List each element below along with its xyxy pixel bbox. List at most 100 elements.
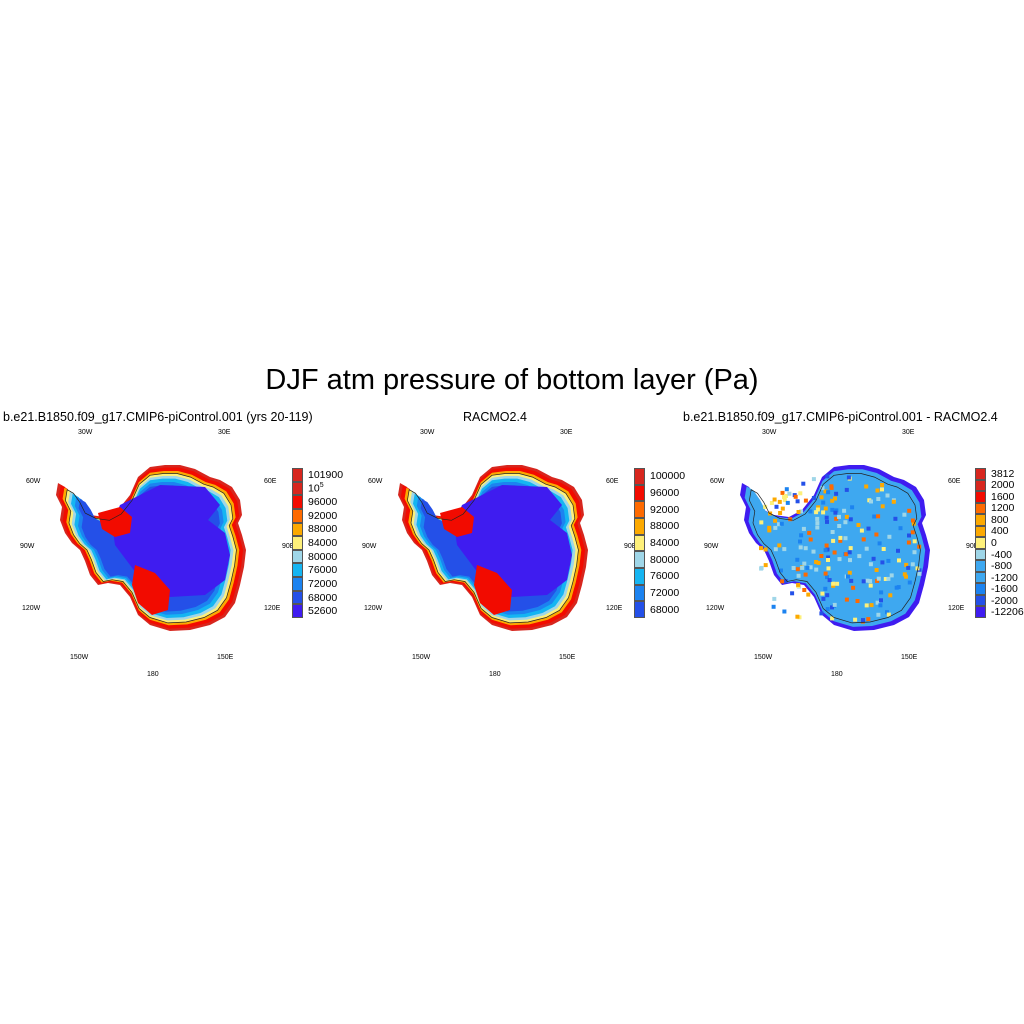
diff-speckle — [910, 530, 915, 535]
colorbar-tick-label: 84000 — [650, 537, 680, 549]
diff-speckle — [795, 614, 800, 619]
diff-speckle — [917, 571, 922, 576]
longitude-label: 60W — [26, 478, 41, 485]
diff-speckle — [771, 604, 776, 609]
diff-speckle — [907, 533, 911, 538]
diff-speckle — [782, 547, 787, 552]
colorbar-tick-label: 92000 — [308, 509, 338, 522]
colorbar-swatch — [975, 571, 986, 584]
diff-speckle — [819, 611, 824, 616]
colorbar-swatch — [975, 583, 986, 595]
diff-speckle — [780, 506, 785, 511]
colorbar-swatch — [634, 501, 645, 518]
diff-speckle — [825, 474, 830, 479]
longitude-label: 90E — [624, 543, 637, 550]
diff-speckle — [769, 501, 774, 505]
diff-speckle — [875, 600, 880, 605]
longitude-label: 30E — [902, 429, 915, 436]
diff-speckle — [834, 508, 839, 513]
longitude-label: 90E — [282, 543, 295, 550]
diff-speckle — [808, 565, 813, 570]
diff-speckle — [906, 565, 911, 570]
diff-speckle — [855, 599, 860, 603]
diff-speckle — [832, 602, 837, 607]
colorbar-tick-label: 80000 — [308, 550, 338, 563]
diff-speckle — [851, 585, 856, 590]
colorbar-tick-label: -2000 — [991, 594, 1018, 607]
map-panel-model: 30W 30E 60W 60E 90W 90E 120W 120E 150W 150E 180 — [20, 425, 300, 685]
diff-speckle — [782, 609, 787, 614]
diff-speckle — [861, 579, 866, 584]
diff-speckle — [823, 489, 828, 494]
diff-speckle — [866, 617, 871, 622]
diff-speckle — [869, 499, 873, 504]
diff-speckle — [907, 508, 912, 513]
diff-speckle — [826, 490, 831, 495]
diff-speckle — [878, 603, 883, 608]
diff-speckle — [846, 574, 850, 579]
diff-speckle — [834, 491, 839, 496]
diff-speckle — [879, 590, 884, 595]
colorbar-tick-label: 101900 — [308, 468, 344, 481]
diff-speckle — [880, 504, 885, 509]
diff-speckle — [897, 558, 901, 563]
colorbar-tick-label: -1200 — [991, 571, 1018, 584]
diff-speckle — [896, 585, 901, 590]
colorbar-tick-label: 96000 — [308, 496, 338, 509]
panel-title-model: b.e21.B1850.f09_g17.CMIP6-piControl.001 … — [3, 410, 313, 424]
colorbar-swatch — [975, 491, 986, 503]
diff-speckle — [866, 526, 871, 531]
map-panel-difference: 30W 30E 60W 60E 90W 90E 120W 120E 150W 150E 180 — [704, 425, 984, 685]
diff-speckle — [847, 550, 852, 555]
colorbar-swatch — [634, 601, 645, 618]
diff-speckle — [879, 598, 883, 603]
diff-speckle — [806, 592, 811, 597]
diff-speckle — [833, 510, 838, 515]
diff-speckle — [793, 494, 798, 499]
diff-speckle — [791, 566, 796, 570]
diff-speckle — [808, 537, 813, 542]
colorbar-swatch — [975, 606, 986, 618]
colorbar-racmo: 100000 96000 92000 88000 84000 80000 76000 7200… — [634, 468, 694, 628]
diff-speckle — [779, 568, 783, 573]
diff-speckle — [814, 510, 819, 515]
diff-speckle — [886, 576, 891, 581]
diff-speckle — [876, 497, 881, 501]
diff-speckle — [831, 538, 836, 543]
diff-speckle — [795, 557, 800, 562]
diff-speckle — [814, 560, 819, 564]
diff-speckle — [787, 491, 792, 496]
diff-speckle — [830, 498, 835, 503]
diff-speckle — [784, 494, 788, 498]
colorbar-tick-label: 1600 — [991, 490, 1015, 503]
colorbar-tick-label: 2000 — [991, 479, 1015, 492]
diff-speckle — [815, 507, 820, 512]
diff-speckle — [823, 571, 828, 576]
diff-speckle — [830, 605, 834, 610]
weddell-ice-shelf — [98, 507, 132, 537]
diff-speckle — [838, 535, 843, 540]
diff-speckle — [893, 516, 898, 521]
weddell-ice-shelf — [440, 507, 474, 537]
diff-speckle — [816, 560, 821, 565]
diff-speckle — [796, 510, 801, 514]
diff-speckle — [785, 500, 790, 505]
diff-speckle — [773, 525, 778, 530]
diff-speckle — [876, 612, 881, 617]
diff-speckle — [826, 566, 831, 571]
diff-speckle — [910, 562, 915, 567]
diff-speckle — [819, 495, 824, 500]
longitude-label: 90W — [704, 543, 719, 550]
longitude-label: 60W — [710, 478, 725, 485]
diff-speckle — [821, 596, 826, 601]
diff-speckle — [767, 525, 772, 530]
colorbar-swatch — [292, 577, 303, 591]
diff-speckle — [826, 558, 830, 562]
diff-speckle — [772, 497, 777, 502]
colorbar-tick-label: 1200 — [991, 502, 1015, 515]
diff-speckle — [782, 498, 787, 503]
diff-speckle — [815, 521, 820, 526]
diff-speckle — [779, 521, 784, 526]
diff-speckle — [880, 487, 884, 492]
colorbar-swatch — [975, 514, 986, 526]
